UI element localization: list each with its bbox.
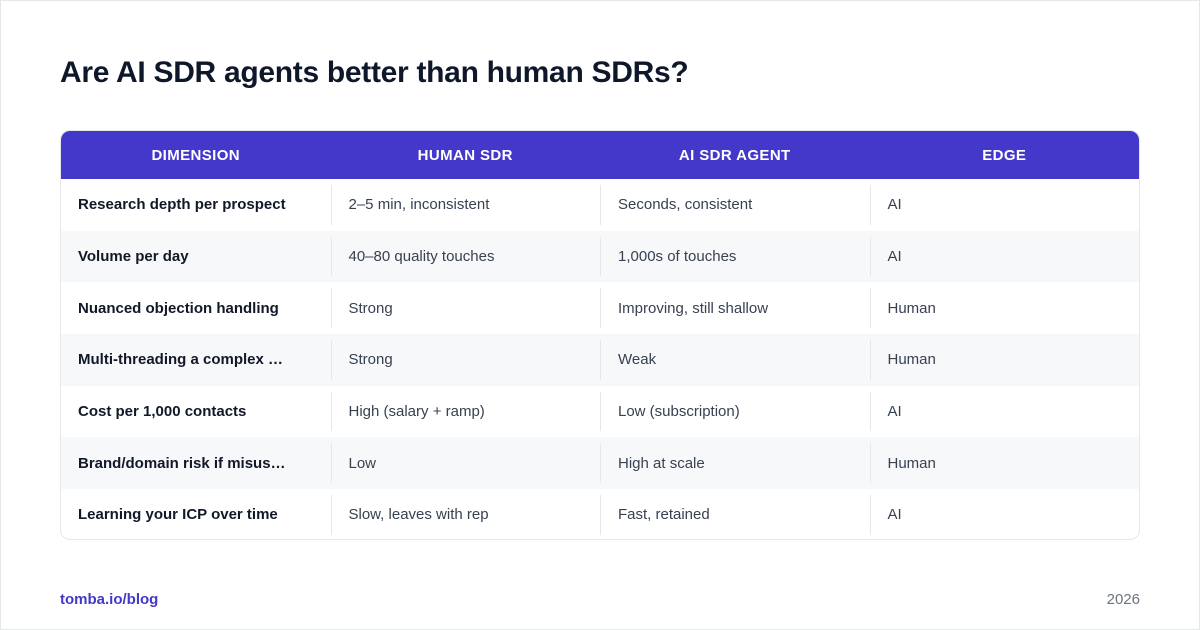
header-edge: EDGE [982, 146, 1027, 164]
blog-link[interactable]: tomba.io/blog [60, 591, 159, 608]
header-dimension: DIMENSION [151, 146, 241, 164]
cell-human-sdr: Strong [330, 282, 601, 334]
cell-human-sdr: High (salary + ramp) [330, 386, 601, 438]
cell-dimension: Learning your ICP over time [78, 506, 278, 524]
cell-dimension: Multi-threading a complex … [78, 351, 284, 369]
cell-edge: AI [869, 386, 1140, 438]
cell-edge: AI [869, 179, 1140, 231]
cell-dimension: Volume per day [78, 248, 189, 266]
comparison-table: DIMENSION HUMAN SDR AI SDR AGENT EDGE Re… [60, 130, 1140, 540]
page-title: Are AI SDR agents better than human SDRs… [60, 56, 689, 89]
cell-human-sdr: Strong [330, 334, 601, 386]
table-row: Nuanced objection handling Strong Improv… [61, 282, 1139, 334]
table-row: Research depth per prospect 2–5 min, inc… [61, 179, 1139, 231]
cell-human-sdr: Slow, leaves with rep [330, 489, 601, 539]
cell-human-sdr: Low [330, 437, 601, 489]
cell-dimension: Cost per 1,000 contacts [78, 403, 247, 421]
cell-edge: AI [869, 231, 1140, 283]
header-ai-sdr-agent: AI SDR AGENT [678, 146, 791, 164]
cell-dimension: Brand/domain risk if misus… [78, 454, 286, 472]
cell-ai-sdr-agent: 1,000s of touches [600, 231, 870, 283]
table-row: Brand/domain risk if misus… Low High at … [61, 437, 1140, 490]
cell-ai-sdr-agent: Weak [600, 334, 870, 386]
cell-dimension: Nuanced objection handling [78, 299, 279, 317]
table-row: Learning your ICP over time Slow, leaves… [61, 489, 1140, 539]
table-row: Multi-threading a complex … Strong Weak … [61, 334, 1139, 386]
table-row: Cost per 1,000 contacts High (salary + r… [61, 386, 1139, 438]
cell-dimension: Research depth per prospect [78, 196, 286, 214]
cell-edge: AI [869, 489, 1140, 539]
table-row: Volume per day 40–80 quality touches 1,0… [61, 230, 1140, 283]
cell-ai-sdr-agent: Fast, retained [600, 489, 870, 539]
cell-edge: Human [869, 437, 1140, 489]
cell-ai-sdr-agent: Seconds, consistent [600, 179, 870, 231]
cell-ai-sdr-agent: Low (subscription) [600, 386, 870, 438]
cell-edge: Human [869, 282, 1140, 334]
footer-year: 2026 [1106, 591, 1140, 608]
table-header-row: DIMENSION HUMAN SDR AI SDR AGENT EDGE [61, 131, 1139, 179]
cell-ai-sdr-agent: Improving, still shallow [600, 282, 870, 334]
cell-edge: Human [869, 334, 1140, 386]
cell-human-sdr: 40–80 quality touches [330, 231, 601, 283]
cell-human-sdr: 2–5 min, inconsistent [330, 179, 601, 231]
cell-ai-sdr-agent: High at scale [600, 437, 870, 489]
header-human-sdr: HUMAN SDR [417, 146, 513, 164]
